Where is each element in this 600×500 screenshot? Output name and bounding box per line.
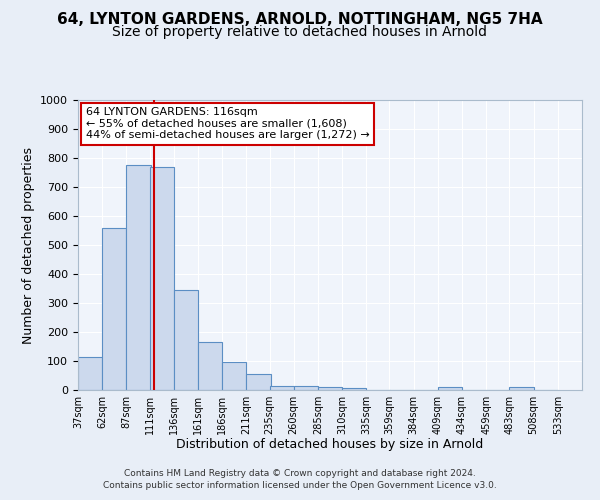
Text: 64, LYNTON GARDENS, ARNOLD, NOTTINGHAM, NG5 7HA: 64, LYNTON GARDENS, ARNOLD, NOTTINGHAM, …	[57, 12, 543, 28]
Bar	[174, 290, 198, 390]
Bar	[318, 387, 342, 390]
Bar	[438, 387, 462, 390]
Text: Size of property relative to detached houses in Arnold: Size of property relative to detached ho…	[113, 25, 487, 39]
Bar	[342, 388, 366, 390]
Bar	[222, 362, 247, 390]
Bar	[247, 374, 271, 390]
Bar	[149, 166, 174, 390]
Text: 64 LYNTON GARDENS: 116sqm
← 55% of detached houses are smaller (1,608)
44% of se: 64 LYNTON GARDENS: 116sqm ← 55% of detac…	[86, 108, 370, 140]
Text: Contains HM Land Registry data © Crown copyright and database right 2024.
Contai: Contains HM Land Registry data © Crown c…	[103, 468, 497, 490]
Bar	[198, 342, 222, 390]
Bar	[78, 357, 102, 390]
Bar	[102, 228, 127, 390]
Bar	[294, 386, 318, 390]
Bar	[269, 386, 294, 390]
X-axis label: Distribution of detached houses by size in Arnold: Distribution of detached houses by size …	[176, 438, 484, 452]
Bar	[127, 166, 151, 390]
Y-axis label: Number of detached properties: Number of detached properties	[22, 146, 35, 344]
Bar	[509, 387, 533, 390]
